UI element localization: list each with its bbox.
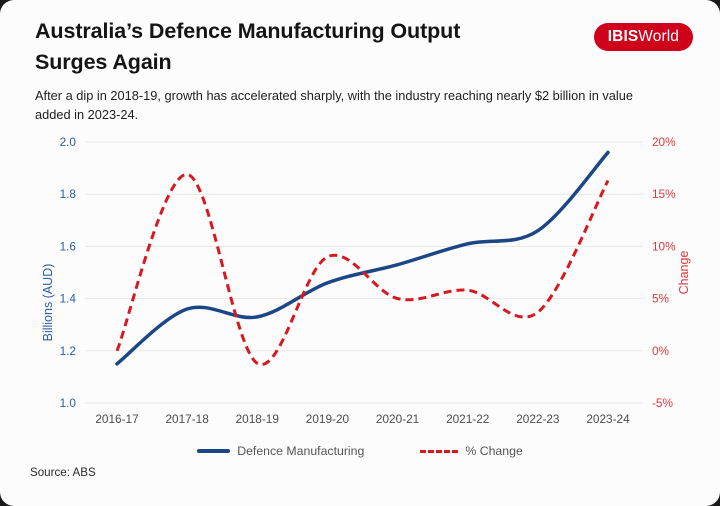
ibisworld-logo: IBIS World bbox=[593, 23, 693, 51]
left-axis-tick-label: 2.0 bbox=[60, 135, 77, 149]
defence-manufacturing-line bbox=[115, 150, 610, 366]
right-axis-tick-label: 20% bbox=[652, 135, 676, 149]
legend-label: % Change bbox=[465, 444, 523, 458]
right-axis-tick-label: 15% bbox=[652, 187, 676, 201]
chart-legend: Defence Manufacturing % Change bbox=[0, 444, 720, 458]
source-note: Source: ABS bbox=[30, 466, 96, 479]
right-axis-tick-label: 10% bbox=[652, 239, 676, 253]
left-axis-tick-label: 1.4 bbox=[60, 292, 77, 306]
x-axis-tick-label: 2022-23 bbox=[516, 412, 560, 426]
x-axis-tick-label: 2018-19 bbox=[236, 412, 279, 426]
x-axis-tick-label: 2017-18 bbox=[165, 412, 209, 426]
gridlines bbox=[85, 141, 643, 404]
left-axis-title: Billions (AUD) bbox=[41, 264, 55, 342]
right-axis-title: Change bbox=[677, 251, 691, 295]
left-axis-tick-label: 1.6 bbox=[60, 239, 77, 253]
x-axis-tick-label: 2020-21 bbox=[376, 412, 419, 426]
title-line-1: Australia’s Defence Manufacturing Output bbox=[35, 19, 461, 43]
x-axis-tick-label: 2019-20 bbox=[306, 412, 350, 426]
title-line-2: Surges Again bbox=[35, 50, 172, 74]
legend-dashed-line-swatch bbox=[420, 449, 459, 453]
chart-subtitle: After a dip in 2018-19, growth has accel… bbox=[35, 88, 634, 122]
legend-item-defence-manufacturing: Defence Manufacturing bbox=[197, 444, 364, 458]
page-title: Australia’s Defence Manufacturing Output… bbox=[35, 16, 460, 78]
left-axis-tick-label: 1.2 bbox=[60, 344, 76, 358]
left-axis-tick-label: 1.8 bbox=[60, 187, 77, 201]
x-axis-tick-label: 2021-22 bbox=[446, 412, 489, 426]
logo-text-bold: IBIS bbox=[607, 28, 639, 45]
legend-solid-line-swatch bbox=[197, 449, 231, 453]
right-axis-tick-label: 0% bbox=[652, 344, 670, 358]
legend-label: Defence Manufacturing bbox=[237, 444, 365, 458]
change-line bbox=[115, 172, 610, 366]
left-axis-tick-label: 1.0 bbox=[60, 396, 77, 410]
legend-item-percent-change: % Change bbox=[420, 444, 523, 458]
x-axis-tick-label: 2016-17 bbox=[95, 412, 138, 426]
line-chart: 1.0 1.2 1.4 1.6 1.8 2.0 -5% 0% 5% 10% 15% 20% 2016-1… bbox=[41, 135, 691, 426]
x-axis-tick-label: 2023-24 bbox=[586, 412, 630, 426]
logo-text-regular: World bbox=[638, 28, 679, 45]
right-axis-tick-label: -5% bbox=[652, 396, 673, 410]
right-axis-tick-label: 5% bbox=[652, 292, 670, 306]
